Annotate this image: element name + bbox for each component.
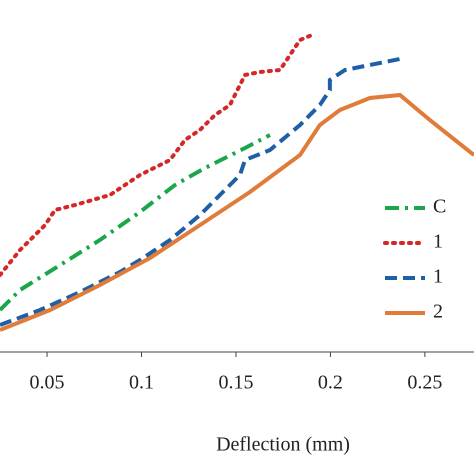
series-line [0,33,314,277]
x-tick-label: 0.05 [30,372,65,394]
x-tick-label: 0.15 [218,372,253,394]
x-axis-label: Deflection (mm) [216,434,350,456]
series-line [0,92,474,332]
x-tick-label: 0.2 [318,372,343,394]
legend-label: 2 [433,301,443,323]
x-tick-label: 0.25 [407,372,442,394]
x-tick-label: 0.1 [129,372,154,394]
legend-label: 1 [433,266,443,288]
legend-label: C [433,196,446,218]
legend-label: 1 [433,231,443,253]
series-line [0,56,406,327]
series-line [0,133,271,312]
